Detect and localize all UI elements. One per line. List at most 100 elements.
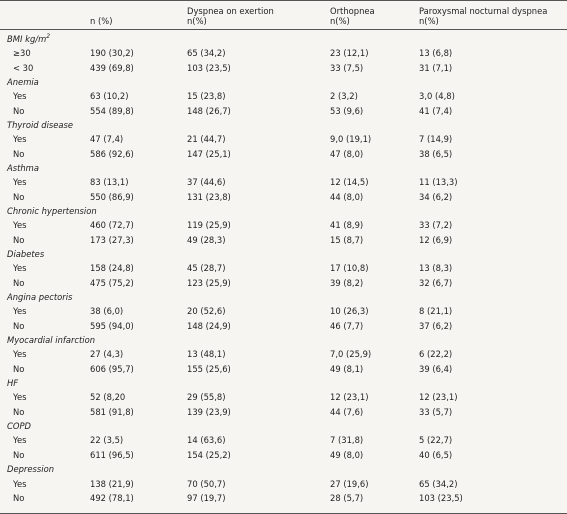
data-cell: 65 (34,2) (187, 48, 226, 59)
group-label: Myocardial infarction (0, 331, 567, 345)
data-cell: 155 (25,6) (187, 363, 231, 374)
data-cell: 11 (13,3) (419, 177, 458, 188)
data-cell: 611 (96,5) (90, 449, 134, 460)
group-label: Diabetes (0, 245, 567, 259)
data-cell: 41 (8,9) (330, 220, 364, 231)
row-label: No (13, 320, 25, 331)
data-cell: 581 (91,8) (90, 406, 134, 417)
group-label-text: COPD (7, 421, 31, 432)
data-cell: 33 (7,2) (419, 220, 453, 231)
row-label: Yes (13, 177, 27, 188)
group-label: Asthma (0, 159, 567, 173)
data-cell: 439 (69,8) (90, 62, 134, 73)
group-label-text: Angina pectoris (7, 292, 73, 303)
group-row: Thyroid disease (0, 116, 567, 130)
data-cell: 44 (7,6) (330, 406, 364, 417)
group-label-text: Anemia (7, 76, 39, 87)
data-cell: 47 (8,0) (330, 148, 364, 159)
row-label: < 30 (13, 62, 34, 73)
data-cell: 49 (8,1) (330, 363, 364, 374)
row-label: Yes (13, 349, 27, 360)
row-label: Yes (13, 478, 27, 489)
data-cell: 586 (92,6) (90, 148, 134, 159)
row-label: No (13, 277, 25, 288)
data-cell: 20 (52,6) (187, 306, 226, 317)
data-cell: 131 (23,8) (187, 191, 231, 202)
header-line: n(%) (419, 16, 439, 26)
data-cell: 139 (23,9) (187, 406, 231, 417)
data-cell: 119 (25,9) (187, 220, 231, 231)
header-line: Dyspnea on exertion (187, 6, 274, 16)
data-row: Yes 38 (6,0) 20 (52,6) 10 (26,3) 8 (21,1) (0, 302, 567, 316)
row-label: No (13, 406, 25, 417)
data-cell: 13 (8,3) (419, 263, 453, 274)
header-line: Paroxysmal nocturnal dyspnea (419, 6, 548, 16)
data-cell: 70 (50,7) (187, 478, 226, 489)
superscript: 2 (46, 32, 51, 40)
data-cell: 12 (6,9) (419, 234, 453, 245)
row-label: Yes (13, 134, 27, 145)
data-row: No 492 (78,1) 97 (19,7) 28 (5,7) 103 (23,5) (0, 489, 567, 503)
header-cell: n (%) (90, 1, 187, 30)
group-label-text: Chronic hypertension (7, 205, 97, 216)
group-label-text: Myocardial infarction (7, 335, 96, 346)
group-label-text: Depression (7, 464, 54, 475)
header-line: n(%) (330, 16, 350, 26)
table-header: n (%) Dyspnea on exertion n(%) Orthopnea n(%… (0, 1, 567, 30)
data-cell: 173 (27,3) (90, 234, 134, 245)
group-row: Depression (0, 460, 567, 474)
data-row: Yes 47 (7,4) 21 (44,7) 9,0 (19,1) 7 (14,9) (0, 130, 567, 144)
row-label: Yes (13, 306, 27, 317)
data-cell: 52 (8,20 (90, 392, 126, 403)
group-label: Thyroid disease (0, 116, 567, 130)
row-label: No (13, 234, 25, 245)
data-cell: 38 (6,0) (90, 306, 124, 317)
data-cell: 138 (21,9) (90, 478, 134, 489)
data-cell: 49 (8,0) (330, 449, 364, 460)
data-cell: 9,0 (19,1) (330, 134, 372, 145)
data-cell: 53 (9,6) (330, 105, 364, 116)
data-cell: 8 (21,1) (419, 306, 453, 317)
group-row: Asthma (0, 159, 567, 173)
group-label-text: Asthma (7, 162, 39, 173)
group-label: COPD (0, 417, 567, 431)
group-label: Depression (0, 460, 567, 474)
data-cell: 606 (95,7) (90, 363, 134, 374)
row-label: No (13, 492, 25, 503)
data-cell: 27 (4,3) (90, 349, 124, 360)
group-label: HF (0, 374, 567, 388)
data-cell: 27 (19,6) (330, 478, 369, 489)
data-cell: 15 (23,8) (187, 91, 226, 102)
header-line: Orthopnea (330, 6, 375, 16)
data-cell: 13 (6,8) (419, 48, 453, 59)
data-cell: 33 (5,7) (419, 406, 453, 417)
data-cell: 147 (25,1) (187, 148, 231, 159)
data-cell: 190 (30,2) (90, 48, 134, 59)
group-label-text: Diabetes (7, 249, 45, 259)
data-cell: 40 (6,5) (419, 449, 453, 460)
data-cell: 97 (19,7) (187, 492, 226, 503)
data-cell: 554 (89,8) (90, 105, 134, 116)
data-row: No 550 (86,9) 131 (23,8) 44 (8,0) 34 (6,2) (0, 187, 567, 202)
row-label: No (13, 105, 25, 116)
header-row: n (%) Dyspnea on exertion n(%) Orthopnea n(%… (0, 1, 567, 30)
data-cell: 14 (63,6) (187, 435, 226, 446)
data-cell: 475 (75,2) (90, 277, 134, 288)
data-cell: 492 (78,1) (90, 492, 134, 503)
group-label: Anemia (0, 73, 567, 87)
data-cell: 550 (86,9) (90, 191, 134, 202)
data-cell: 33 (7,5) (330, 62, 364, 73)
row-label: No (13, 148, 25, 159)
data-cell: 39 (6,4) (419, 363, 453, 374)
data-cell: 39 (8,2) (330, 277, 364, 288)
data-cell: 29 (55,8) (187, 392, 226, 403)
data-cell: 44 (8,0) (330, 191, 364, 202)
data-cell: 7 (31,8) (330, 435, 364, 446)
header-cell: Orthopnea n(%) (330, 1, 419, 30)
row-label: Yes (13, 435, 27, 446)
row-label: ≥30 (13, 48, 31, 59)
data-row: Yes 158 (24,8) 45 (28,7) 17 (10,8) 13 (8,3) (0, 259, 567, 273)
row-label: Yes (13, 220, 27, 231)
group-label: BMI kg/m2 (0, 30, 567, 44)
row-label: Yes (13, 91, 27, 102)
